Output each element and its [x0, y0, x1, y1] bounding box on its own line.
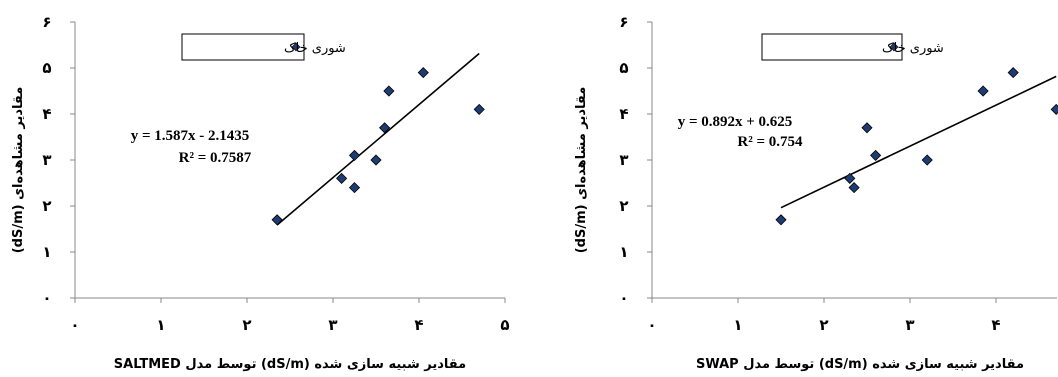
y-axis-title: مقادیر مشاهده‌ای (dS/m) — [574, 87, 589, 254]
data-point — [383, 85, 395, 97]
legend-label: شوری خاک — [882, 41, 944, 56]
data-point — [336, 172, 348, 184]
data-point — [370, 154, 382, 166]
y-tick-label: ۵ — [619, 59, 628, 77]
trendline-equation: y = 1.587x - 2.1435 — [131, 128, 250, 144]
x-tick-label: ١ — [156, 316, 165, 334]
chart-panel-saltmed: ٠ ١ ٢ ٣ ۴ ۵ ۶ ٠ ١ ٢ ٣ ۴ ۵ مقادیر شبیه سازی شده (dS/m)… — [11, 13, 510, 372]
x-tick-label: ۴ — [991, 316, 1000, 334]
y-tick-label: ٠ — [42, 289, 51, 307]
data-point — [844, 172, 856, 184]
x-tick-label: ٢ — [242, 316, 251, 334]
x-axis-title: مقادیر شبیه سازی شده (dS/m) توسط مدل SWA… — [696, 357, 1024, 372]
legend: شوری خاک — [761, 33, 944, 61]
y-tick-label: ۴ — [42, 105, 51, 123]
data-point — [848, 182, 860, 194]
r-squared-label: R² = 0.7587 — [179, 150, 252, 166]
trendline — [276, 52, 480, 226]
y-tick-label: ٣ — [619, 151, 628, 169]
y-axis-title: مقادیر مشاهده‌ای (dS/m) — [11, 87, 26, 254]
y-tick-label: ٢ — [619, 197, 628, 215]
legend: شوری خاک — [181, 33, 346, 61]
y-tick-label: ٠ — [619, 289, 628, 307]
x-tick-label: ٠ — [647, 316, 656, 334]
y-tick-label: ۵ — [42, 59, 51, 77]
data-point — [1007, 67, 1019, 79]
legend-box — [761, 33, 903, 61]
y-tick-label: ١ — [619, 243, 628, 261]
y-tick-label: ۶ — [619, 13, 628, 31]
data-point — [977, 85, 989, 97]
x-tick-label: ٠ — [70, 316, 79, 334]
x-tick-label: ٣ — [328, 316, 337, 334]
data-point — [1050, 103, 1058, 115]
y-tick-label: ١ — [42, 243, 51, 261]
trendline-equation: y = 0.892x + 0.625 — [678, 114, 793, 130]
data-point — [870, 149, 882, 161]
legend-marker — [889, 42, 899, 52]
trendline — [780, 75, 1057, 209]
x-tick-label: ۵ — [500, 316, 509, 334]
x-tick-label: ٢ — [819, 316, 828, 334]
data-point — [271, 214, 283, 226]
x-axis-title: مقادیر شبیه سازی شده (dS/m) توسط مدل SAL… — [114, 357, 466, 372]
data-point — [417, 67, 429, 79]
x-tick-label: ٣ — [905, 316, 914, 334]
y-tick-label: ۶ — [42, 13, 51, 31]
chart-panel-swap: ٠ ١ ٢ ٣ ۴ ۵ ۶ ٠ ١ ٢ ٣ ۴ مقادیر شبیه سازی شده (dS/m) … — [574, 13, 1058, 372]
data-point — [473, 103, 485, 115]
data-point — [348, 149, 361, 161]
y-tick-label: ٢ — [42, 197, 51, 215]
legend-marker — [291, 42, 301, 52]
data-point — [379, 122, 391, 134]
y-tick-label: ٣ — [42, 151, 51, 169]
legend-label: شوری خاک — [284, 41, 346, 56]
data-point — [775, 214, 787, 226]
data-point — [921, 154, 933, 166]
r-squared-label: R² = 0.754 — [737, 134, 803, 150]
y-tick-label: ۴ — [619, 105, 628, 123]
data-point — [348, 182, 361, 194]
legend-box — [181, 33, 305, 61]
x-tick-label: ۴ — [414, 316, 423, 334]
data-point — [861, 122, 873, 134]
x-tick-label: ١ — [733, 316, 742, 334]
